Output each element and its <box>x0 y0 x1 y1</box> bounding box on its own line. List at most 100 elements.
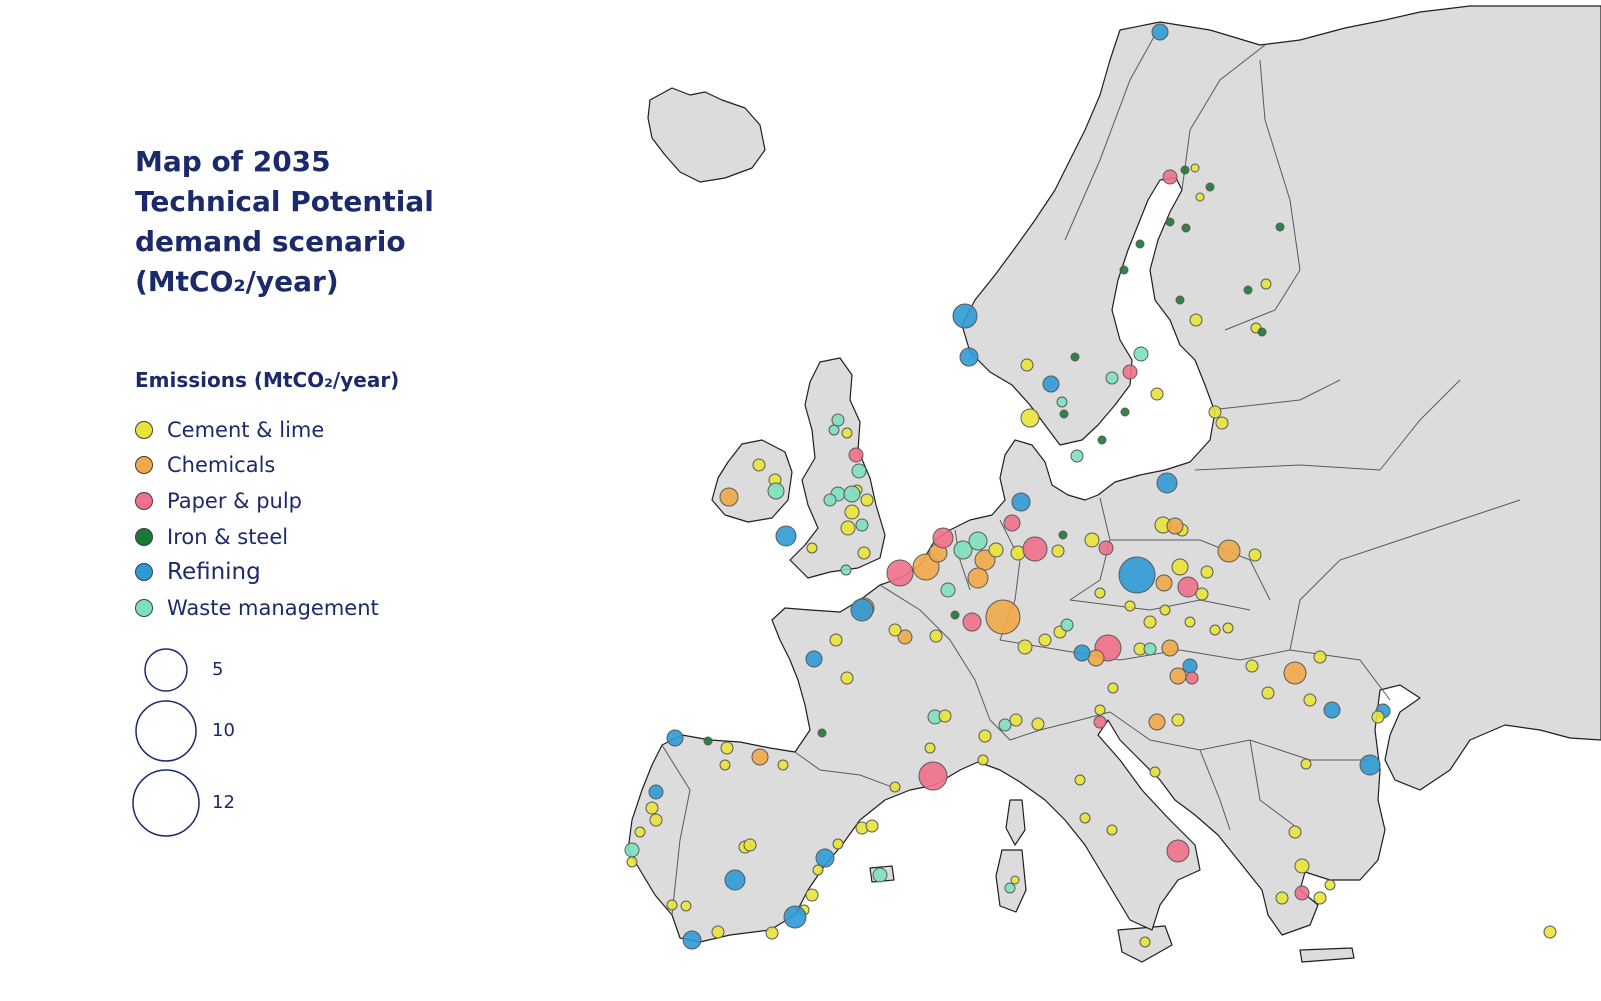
cement-facility-bubble <box>1020 358 1034 372</box>
waste-facility-bubble <box>840 564 852 576</box>
cement-facility-bubble <box>840 520 856 536</box>
refining-facility-bubble <box>952 303 978 329</box>
waste-facility-bubble <box>872 867 888 883</box>
legend-item-waste: Waste management <box>135 590 379 626</box>
iron-facility-bubble <box>1165 217 1175 227</box>
waste-facility-bubble <box>1105 371 1119 385</box>
paper-facility-bubble <box>1093 715 1107 729</box>
cement-swatch <box>135 420 153 439</box>
iron-facility-bubble <box>1059 409 1069 419</box>
cement-facility-bubble <box>1107 682 1119 694</box>
waste-facility-bubble <box>843 485 861 503</box>
cement-facility-bubble <box>978 729 992 743</box>
waste-facility-bubble <box>1133 346 1149 362</box>
cement-facility-bubble <box>1222 622 1234 634</box>
legend-item-paper: Paper & pulp <box>135 483 379 519</box>
legend-label-iron: Iron & steel <box>167 524 289 549</box>
chemicals-facility-bubble <box>1155 574 1173 592</box>
waste-facility-bubble <box>831 413 845 427</box>
refining-facility-bubble <box>783 905 807 929</box>
legend-label-waste: Waste management <box>167 595 379 620</box>
cement-facility-bubble <box>840 671 854 685</box>
chemicals-facility-bubble <box>967 567 989 589</box>
legend-item-iron: Iron & steel <box>135 519 379 555</box>
cement-facility-bubble <box>1124 600 1136 612</box>
cement-facility-bubble <box>743 838 757 852</box>
paper-facility-bubble <box>1185 671 1199 685</box>
refining-facility-bubble <box>1182 658 1198 674</box>
iron-facility-bubble <box>1175 295 1185 305</box>
refining-facility-bubble <box>1042 375 1060 393</box>
size-circle-10 <box>135 700 197 762</box>
cement-facility-bubble <box>1248 548 1262 562</box>
cement-facility-bubble <box>765 926 779 940</box>
waste-facility-bubble <box>953 540 973 560</box>
waste-swatch <box>135 598 153 617</box>
paper-facility-bubble <box>886 559 914 587</box>
refining-facility-bubble <box>724 869 746 891</box>
waste-facility-bubble <box>1060 618 1074 632</box>
cement-facility-bubble <box>1300 758 1312 770</box>
cement-facility-bubble <box>805 888 819 902</box>
refining-swatch <box>135 563 153 582</box>
iron-facility-bubble <box>1205 182 1215 192</box>
cement-facility-bubble <box>1313 650 1327 664</box>
paper-facility-bubble <box>962 612 982 632</box>
cement-facility-bubble <box>1371 710 1385 724</box>
refining-facility-bubble <box>850 598 874 622</box>
legend-item-chemicals: Chemicals <box>135 448 379 484</box>
cement-facility-bubble <box>1195 587 1209 601</box>
cement-facility-bubble <box>626 856 638 868</box>
waste-facility-bubble <box>1004 882 1016 894</box>
cement-facility-bubble <box>865 819 879 833</box>
paper-facility-bubble <box>1122 364 1138 380</box>
refining-facility-bubble <box>1011 492 1031 512</box>
cement-facility-bubble <box>1208 405 1222 419</box>
refining-facility-bubble <box>1156 472 1178 494</box>
refining-facility-bubble <box>682 930 702 950</box>
chemicals-facility-bubble <box>1148 713 1166 731</box>
crete <box>1299 947 1355 963</box>
cement-facility-bubble <box>1275 891 1289 905</box>
paper-swatch <box>135 491 153 510</box>
cement-facility-bubble <box>1288 825 1302 839</box>
legend-label-refining: Refining <box>167 559 261 586</box>
cement-facility-bubble <box>1313 891 1327 905</box>
cement-facility-bubble <box>857 546 871 560</box>
cement-facility-bubble <box>777 759 789 771</box>
refining-facility-bubble <box>805 650 823 668</box>
iron-facility-bubble <box>950 610 960 620</box>
cement-facility-bubble <box>1245 659 1259 673</box>
iron-facility-bubble <box>1070 352 1080 362</box>
refining-facility-bubble <box>666 729 684 747</box>
cement-facility-bubble <box>645 801 659 815</box>
waste-facility-bubble <box>1143 642 1157 656</box>
cement-facility-bubble <box>841 427 853 439</box>
cement-facility-bubble <box>977 754 989 766</box>
iron-facility-bubble <box>1275 222 1285 232</box>
iron-facility-bubble <box>817 728 827 738</box>
legend-list: Cement & lime Chemicals Paper & pulp Iro… <box>135 412 379 626</box>
cement-facility-bubble <box>832 838 844 850</box>
waste-facility-bubble <box>968 531 988 551</box>
refining-facility-bubble <box>959 347 979 367</box>
europe-mainland <box>627 5 1601 943</box>
waste-facility-bubble <box>624 842 640 858</box>
refining-facility-bubble <box>815 848 835 868</box>
paper-facility-bubble <box>1166 839 1190 863</box>
size-label-10: 10 <box>212 720 235 741</box>
cement-facility-bubble <box>1139 936 1151 948</box>
cement-facility-bubble <box>666 899 678 911</box>
cement-facility-bubble <box>1038 633 1052 647</box>
cement-facility-bubble <box>812 864 824 876</box>
paper-facility-bubble <box>1162 169 1178 185</box>
cement-facility-bubble <box>1195 192 1205 202</box>
waste-facility-bubble <box>767 482 785 500</box>
iron-facility-bubble <box>1119 265 1129 275</box>
cement-facility-bubble <box>1200 565 1214 579</box>
title-line-4: (MtCO₂/year) <box>135 265 339 298</box>
iron-facility-bubble <box>1120 407 1130 417</box>
legend-item-cement: Cement & lime <box>135 412 379 448</box>
cement-facility-bubble <box>1543 925 1557 939</box>
